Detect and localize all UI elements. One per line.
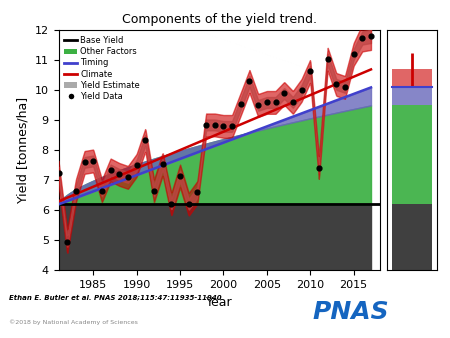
Point <box>211 122 218 128</box>
Point <box>350 52 357 57</box>
Point <box>263 100 270 105</box>
Text: Ethan E. Butler et al. PNAS 2018;115:47:11935-11940: Ethan E. Butler et al. PNAS 2018;115:47:… <box>9 294 221 300</box>
Y-axis label: Yield [tonnes/ha]: Yield [tonnes/ha] <box>16 97 29 203</box>
Point <box>237 101 244 106</box>
Point <box>220 124 227 129</box>
X-axis label: Year: Year <box>206 296 232 309</box>
Bar <box>392 88 432 105</box>
Point <box>246 79 253 84</box>
Point <box>81 160 88 165</box>
Point <box>98 188 105 194</box>
Text: ©2018 by National Academy of Sciences: ©2018 by National Academy of Sciences <box>9 320 138 325</box>
Point <box>342 85 349 90</box>
Point <box>289 100 297 105</box>
Point <box>333 82 340 87</box>
Point <box>202 122 210 128</box>
Point <box>359 35 366 41</box>
Point <box>133 163 140 168</box>
Point <box>90 158 97 164</box>
Text: PNAS: PNAS <box>313 300 389 324</box>
Point <box>124 175 131 180</box>
Title: Components of the yield trend.: Components of the yield trend. <box>122 14 317 26</box>
Point <box>176 173 184 178</box>
Point <box>168 202 175 207</box>
Point <box>142 137 149 143</box>
Bar <box>392 69 432 88</box>
Point <box>185 202 192 207</box>
Point <box>116 172 123 177</box>
Bar <box>392 204 432 270</box>
Point <box>255 103 262 108</box>
Point <box>298 88 305 93</box>
Point <box>72 188 80 194</box>
Point <box>159 161 166 167</box>
Point <box>194 190 201 195</box>
Point <box>367 34 374 39</box>
Legend: Base Yield, Other Factors, Timing, Climate, Yield Estimate, Yield Data: Base Yield, Other Factors, Timing, Clima… <box>63 34 142 102</box>
Point <box>150 188 158 194</box>
Point <box>63 239 71 245</box>
Point <box>315 166 323 171</box>
Point <box>306 68 314 74</box>
Point <box>229 124 236 129</box>
Point <box>107 167 114 173</box>
Point <box>324 56 331 62</box>
Point <box>281 91 288 96</box>
Point <box>272 100 279 105</box>
Point <box>55 170 62 176</box>
Bar <box>392 105 432 204</box>
